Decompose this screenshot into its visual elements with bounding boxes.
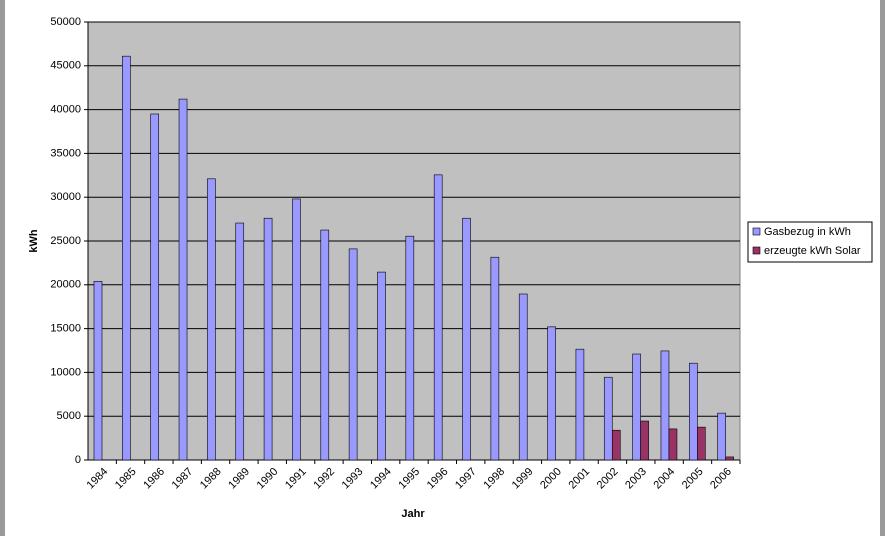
y-tick-label: 10000 [50, 366, 81, 378]
bar [518, 293, 528, 461]
x-tick-label: 1999 [510, 466, 536, 492]
x-tick-label: 1988 [198, 466, 224, 492]
bar [93, 280, 103, 461]
bar [462, 217, 471, 461]
bar [207, 178, 216, 461]
bar [689, 362, 698, 461]
x-tick-label: 1989 [226, 466, 252, 492]
y-tick-label: 20000 [50, 279, 81, 291]
legend-label: erzeugte kWh Solar [764, 245, 861, 257]
legend-label: Gasbezug in kWh [764, 226, 851, 238]
bar [178, 98, 188, 461]
x-tick-label: 2002 [595, 466, 621, 492]
y-tick-label: 15000 [50, 323, 81, 335]
bar [660, 350, 670, 461]
bar [405, 235, 415, 461]
x-tick-label: 1991 [283, 466, 309, 492]
y-tick-label: 35000 [50, 147, 81, 159]
bar [320, 229, 330, 461]
y-tick-label: 45000 [50, 60, 81, 72]
bar [575, 348, 585, 461]
y-axis-label: kWh [28, 229, 40, 253]
y-tick-label: 5000 [57, 410, 81, 422]
bar [717, 412, 726, 461]
bar [433, 174, 443, 461]
x-tick-label: 2003 [623, 466, 649, 492]
legend-box [747, 221, 873, 263]
bar [377, 271, 386, 461]
legend-swatch [752, 227, 761, 236]
y-tick-label: 30000 [50, 191, 81, 203]
y-tick-label: 40000 [50, 104, 81, 116]
bar [668, 428, 678, 461]
x-tick-label: 1992 [311, 466, 337, 492]
x-tick-label: 1987 [170, 466, 196, 492]
bar [235, 222, 245, 461]
bar [697, 426, 706, 461]
bar [632, 353, 641, 461]
bar [122, 55, 131, 461]
window-edge [880, 0, 885, 536]
x-tick-label: 1996 [425, 466, 451, 492]
y-tick-label: 25000 [50, 235, 81, 247]
x-tick-label: 1990 [255, 466, 281, 492]
bar [348, 248, 358, 461]
x-tick-label: 1993 [340, 466, 366, 492]
x-tick-label: 1985 [113, 466, 139, 492]
x-tick-label: 2006 [708, 466, 734, 492]
bar [490, 256, 500, 461]
bar [150, 113, 159, 461]
window-edge [0, 0, 5, 536]
x-tick-label: 1984 [85, 466, 111, 492]
bar [263, 217, 273, 461]
x-tick-label: 1986 [141, 466, 167, 492]
x-tick-label: 1995 [396, 466, 422, 492]
x-tick-label: 2000 [538, 466, 564, 492]
x-tick-label: 2001 [566, 466, 592, 492]
bar [292, 198, 301, 461]
bar [725, 456, 734, 461]
bar [603, 376, 613, 461]
bar [611, 429, 621, 461]
bar [640, 420, 649, 461]
x-tick-label: 1997 [453, 466, 479, 492]
y-tick-label: 0 [75, 454, 81, 466]
x-tick-label: 2004 [652, 466, 678, 492]
x-tick-label: 2005 [680, 466, 706, 492]
legend-swatch [752, 246, 761, 255]
x-axis-label: Jahr [401, 508, 425, 520]
bar [547, 326, 556, 461]
x-tick-label: 1994 [368, 466, 394, 492]
x-tick-label: 1998 [481, 466, 507, 492]
y-tick-label: 50000 [50, 16, 81, 28]
